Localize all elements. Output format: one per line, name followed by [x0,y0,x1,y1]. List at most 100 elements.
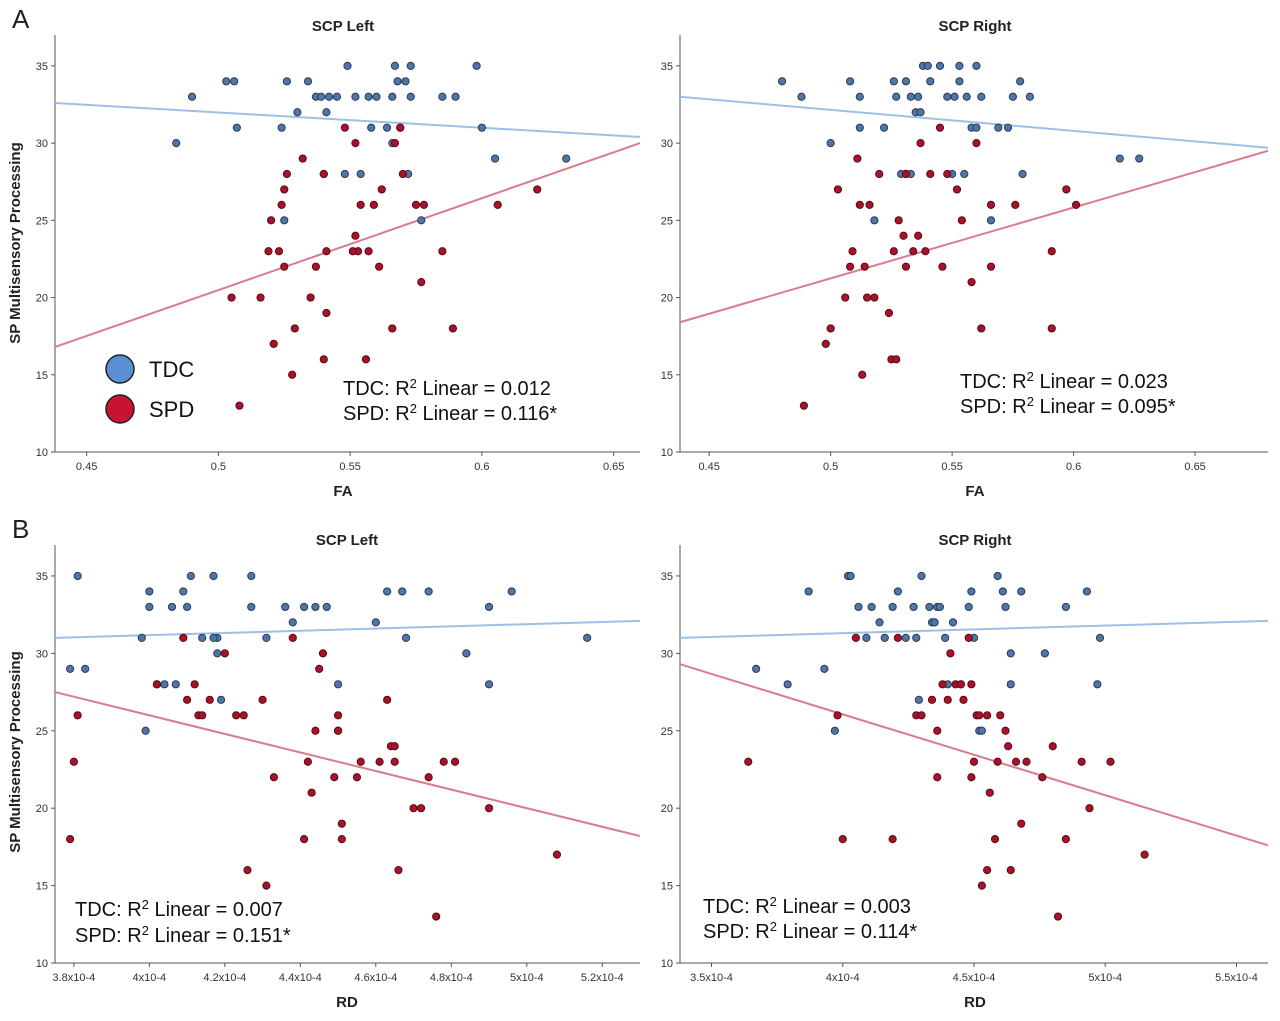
panel-label-b: B [12,514,29,544]
data-point-tdc [909,602,918,612]
data-point-tdc [288,618,297,627]
data-point-spd [1077,757,1086,766]
fit-line-spd [54,142,641,348]
data-point-spd [439,757,448,766]
data-point-tdc [322,108,331,117]
chart-panel-b-right: SCP Right RD 10 15 20 25 30 35 3.5x10-4 4x10-4 4… [661,532,1269,1011]
data-point-spd [262,881,271,890]
data-point-spd [315,664,324,673]
data-point-spd [484,804,494,813]
data-point-spd [956,680,965,689]
data-point-tdc [303,77,313,86]
data-point-spd [424,773,433,782]
data-point-spd [1006,866,1015,875]
data-point-spd [73,711,82,720]
data-point-tdc [1001,602,1010,612]
plot-area: 10 15 20 25 30 35 0.45 0.5 0.55 0.6 0.65 [661,35,1269,473]
data-point-tdc [943,92,952,101]
data-point-tdc [977,726,986,735]
data-point-tdc [424,587,433,596]
legend-label-tdc: TDC [149,357,194,382]
data-point-tdc [960,169,969,179]
data-point-tdc [923,61,932,70]
data-point-tdc [1040,649,1049,658]
data-point-tdc [926,77,935,86]
chart-title: SCP Right [938,532,1011,549]
data-point-spd [409,804,418,813]
data-point-tdc [783,680,792,689]
data-point-tdc [333,680,343,689]
data-point-spd [356,757,365,766]
data-point-spd [799,401,809,410]
data-point-spd [841,293,850,302]
data-point-spd [351,231,360,240]
stat-annotation-spd: SPD: R2 Linear = 0.095* [960,394,1176,419]
data-point-spd [318,649,328,658]
data-point-spd [1053,912,1063,921]
data-point-spd [533,185,542,194]
data-point-spd [990,835,1000,844]
data-point-spd [298,154,307,163]
data-point-spd [983,866,992,875]
y-tick-label: 10 [36,447,48,459]
chart-title: SCP Right [938,18,1011,35]
y-tick-label: 25 [36,215,48,227]
data-point-spd [438,247,447,256]
data-point-tdc [955,61,964,70]
x-tick-label: 4x10-4 [133,972,167,984]
data-point-tdc [472,61,481,70]
data-point-tdc [484,602,494,612]
y-tick-label: 25 [661,726,673,738]
data-point-spd [921,247,930,256]
data-point-spd [277,200,286,209]
x-tick-label: 3.5x10-4 [690,972,733,984]
data-point-spd [986,262,996,271]
data-point-spd [322,308,331,318]
data-point-tdc [1082,587,1091,596]
data-point-tdc [230,77,239,86]
data-point-tdc [398,587,407,596]
data-point-tdc [855,92,864,101]
y-tick-label: 35 [36,571,48,583]
x-tick-label: 4.2x10-4 [203,972,246,984]
data-point-tdc [477,123,486,132]
data-point-spd [1061,835,1070,844]
data-point-spd [1062,185,1071,194]
data-point-tdc [964,602,973,612]
data-point-tdc [311,602,320,612]
data-point-spd [375,262,384,271]
data-point-tdc [912,633,921,642]
data-point-tdc [820,664,829,673]
data-point-spd [938,680,947,689]
data-point-spd [280,262,289,271]
y-tick-label: 10 [36,958,48,970]
data-point-tdc [401,77,410,86]
data-point-tdc [972,123,981,132]
y-tick-label: 30 [661,648,673,660]
data-point-spd [917,711,926,720]
y-tick-label: 25 [661,215,673,227]
data-point-spd [1011,757,1021,766]
data-point-tdc [81,664,90,673]
data-point-spd [411,200,421,209]
x-tick-label: 0.6 [1066,461,1081,473]
data-point-tdc [187,92,197,101]
data-point-spd [269,339,278,348]
data-point-tdc [222,77,231,86]
data-point-tdc [281,602,290,612]
data-point-tdc [282,77,291,86]
data-point-spd [182,695,192,704]
data-point-tdc [216,695,226,704]
data-point-spd [69,757,78,766]
data-point-tdc [247,571,256,581]
data-point-spd [398,169,407,179]
data-point-spd [933,726,942,735]
x-tick-label: 0.55 [339,461,360,473]
data-point-tdc [1115,154,1124,163]
data-point-tdc [356,169,365,179]
data-point-tdc [364,92,373,101]
data-point-tdc [935,602,944,612]
data-point-spd [969,757,979,766]
x-tick-label: 5x10-4 [510,972,544,984]
fit-line-tdc [54,101,641,138]
